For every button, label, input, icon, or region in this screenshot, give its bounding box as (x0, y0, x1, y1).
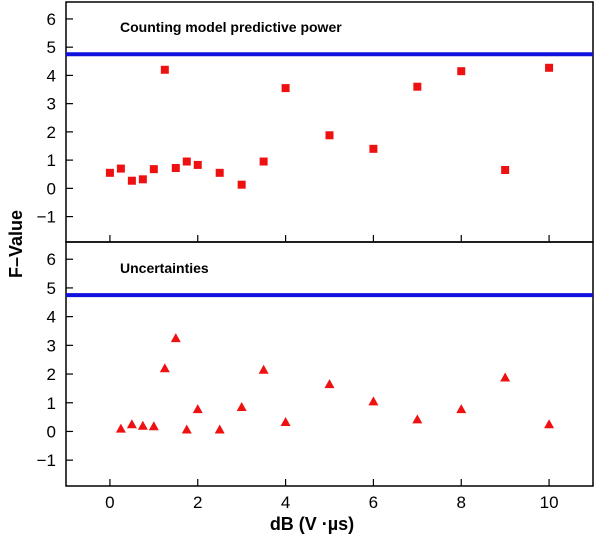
x-tick-label: 8 (457, 493, 466, 512)
lower-y-tick-label: 2 (47, 365, 56, 384)
data-point-square (259, 157, 268, 166)
data-point-square (182, 157, 191, 166)
upper-y-tick-label: 6 (47, 10, 56, 29)
upper-y-tick-label: 1 (47, 151, 56, 170)
data-point-square (501, 166, 510, 174)
data-point-square (193, 160, 202, 169)
data-point-triangle (324, 379, 335, 389)
data-point-triangle (115, 423, 126, 433)
upper-panel-frame (65, 1, 594, 243)
data-point-square (105, 168, 114, 177)
data-point-triangle (214, 424, 225, 434)
upper-panel-title: Counting model predictive power (120, 19, 342, 35)
lower-panel: −1 0 1 2 3 4 5 6 Uncertainties (37, 241, 594, 487)
data-point-triangle (280, 416, 291, 426)
lower-y-tick-label: 6 (47, 250, 56, 269)
upper-y-tick-label: 0 (47, 179, 56, 198)
x-tick-label: 4 (281, 493, 290, 512)
data-point-triangle (236, 402, 247, 412)
data-point-square (160, 65, 169, 74)
data-point-triangle (412, 414, 423, 424)
x-tick-label: 10 (540, 493, 559, 512)
lower-y-tick-label: 5 (47, 279, 56, 298)
lower-y-tick-label: −1 (37, 451, 56, 470)
lower-y-tick-label: 4 (47, 308, 56, 327)
data-point-square (171, 164, 180, 173)
x-axis: 0 2 4 6 8 10 (105, 493, 558, 512)
y-axis-title: F–Value (6, 210, 26, 278)
data-point-triangle (159, 363, 170, 373)
data-point-square (325, 131, 334, 140)
lower-panel-title: Uncertainties (120, 260, 209, 276)
data-point-square (116, 164, 125, 173)
x-tick-label: 6 (369, 493, 378, 512)
data-point-square (149, 165, 158, 174)
x-axis-title: dB (V ·µs) (270, 514, 354, 534)
data-point-square (138, 175, 147, 184)
data-point-square (281, 84, 290, 93)
upper-data-points (105, 63, 554, 189)
data-point-triangle (137, 420, 148, 430)
data-point-square (457, 67, 466, 76)
lower-y-tick-label: 0 (47, 422, 56, 441)
data-point-triangle (258, 364, 269, 374)
data-point-triangle (181, 424, 192, 434)
data-point-triangle (544, 419, 555, 429)
upper-y-axis: −1 0 1 2 3 4 5 6 (37, 10, 73, 227)
data-point-square (237, 180, 246, 189)
lower-y-axis: −1 0 1 2 3 4 5 6 (37, 250, 73, 470)
data-point-triangle (148, 421, 159, 431)
data-point-triangle (192, 404, 203, 414)
data-point-square (127, 176, 136, 185)
upper-y-tick-label: 5 (47, 38, 56, 57)
lower-y-tick-label: 1 (47, 394, 56, 413)
upper-y-tick-label: 2 (47, 123, 56, 142)
upper-y-tick-label: −1 (37, 208, 56, 227)
data-point-triangle (456, 404, 467, 414)
data-point-triangle (368, 396, 379, 406)
upper-y-tick-label: 3 (47, 95, 56, 114)
data-point-square (545, 63, 554, 72)
upper-panel: −1 0 1 2 3 4 5 6 Counting model predictive powe… (37, 1, 594, 243)
lower-x-ticks (109, 479, 550, 486)
data-point-triangle (170, 333, 181, 343)
data-point-square (413, 82, 422, 91)
lower-panel-frame (65, 241, 594, 487)
upper-y-tick-label: 4 (47, 66, 56, 85)
lower-data-points (115, 333, 555, 434)
data-point-square (215, 168, 224, 177)
x-tick-label: 2 (193, 493, 202, 512)
data-point-triangle (126, 419, 137, 429)
data-point-square (369, 144, 378, 153)
upper-x-ticks (109, 235, 550, 242)
data-point-triangle (500, 372, 511, 382)
lower-y-tick-label: 3 (47, 336, 56, 355)
x-tick-label: 0 (105, 493, 114, 512)
